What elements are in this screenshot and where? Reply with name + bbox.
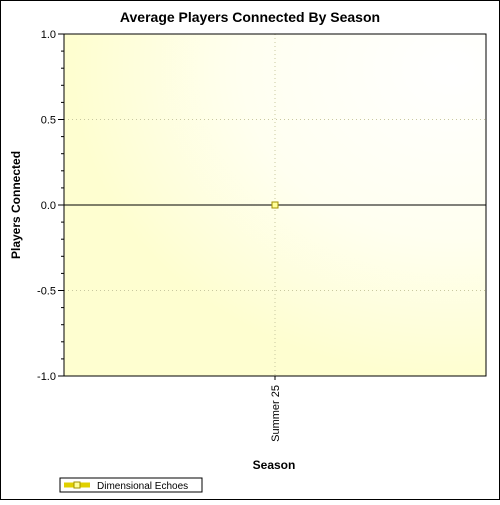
x-tick-label: Summer 25: [270, 385, 282, 442]
y-axis-label: Players Connected: [9, 151, 23, 259]
legend-label: Dimensional Echoes: [97, 481, 188, 492]
series-layer: [271, 201, 279, 209]
y-tick-label: 0.5: [41, 115, 56, 127]
legend: Dimensional Echoes: [59, 477, 203, 493]
y-tick-label: -1.0: [37, 371, 56, 383]
plot-frame: [63, 33, 487, 377]
y-tick-label: 1.0: [41, 29, 56, 41]
y-tick-label: -0.5: [37, 286, 56, 298]
chart-title: Average Players Connected By Season: [120, 9, 380, 25]
x-axis-label: Season: [253, 458, 296, 472]
grid-layer: [64, 33, 486, 377]
legend-box: [59, 477, 203, 493]
legend-marker: [73, 481, 81, 489]
y-tick-label: 0.0: [41, 200, 56, 212]
axis-layer: 1.0 0.5 0.0 -0.5 -1.0 Summer 25: [37, 29, 486, 442]
data-point-marker: [271, 201, 279, 209]
